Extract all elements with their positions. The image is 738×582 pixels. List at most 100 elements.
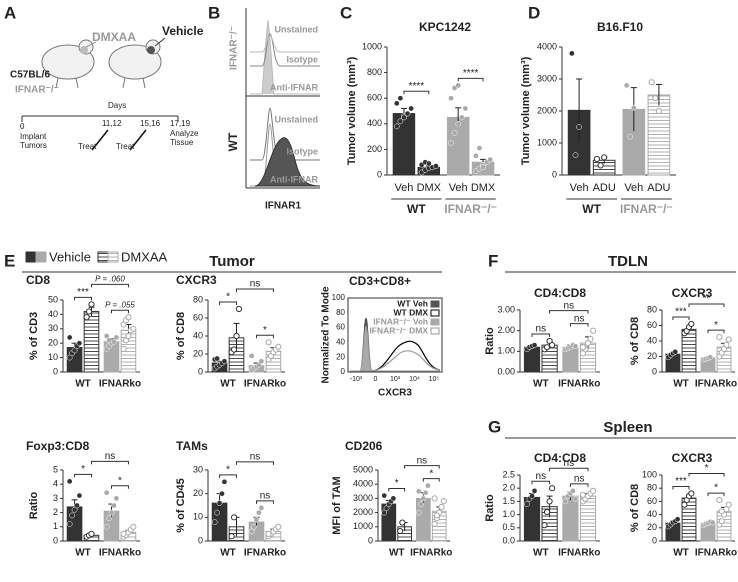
panel-label: E xyxy=(4,251,15,270)
y-tick-label: 0 xyxy=(652,535,657,545)
data-point xyxy=(120,345,127,353)
sig-label: **** xyxy=(409,81,425,92)
data-point xyxy=(113,334,120,341)
y-tick-label: 2.00 xyxy=(497,325,515,335)
y-axis-label: Tumor volume (mm³) xyxy=(346,56,358,165)
sig-bracket xyxy=(219,301,237,305)
data-point xyxy=(543,508,551,516)
y-tick-label: 3000 xyxy=(353,493,373,503)
y-tick-label: 0 xyxy=(552,169,557,179)
y-tick-label: 0 xyxy=(53,366,58,376)
y-tick-label: 60 xyxy=(336,323,345,332)
x-tick-label: 10⁵ xyxy=(429,376,440,383)
label: Vehicle xyxy=(162,24,204,38)
curve-label: Anti-IFNAR xyxy=(270,174,318,184)
data-point xyxy=(111,502,117,509)
group-label: WT xyxy=(673,548,689,559)
x-tick-label: ADU xyxy=(647,182,670,194)
y-tick-label: 100 xyxy=(642,469,657,479)
sig-bracket xyxy=(388,488,406,492)
y-axis-label: Ratio xyxy=(484,494,496,522)
histogram-curve xyxy=(250,35,320,53)
data-point xyxy=(480,164,486,171)
data-point xyxy=(103,333,110,339)
data-point xyxy=(396,527,404,535)
data-point xyxy=(648,79,655,86)
sig-label: *** xyxy=(675,476,687,487)
sig-label: P = .060 xyxy=(95,274,125,283)
y-tick-label: 2.5 xyxy=(502,469,515,479)
y-tick-label: 20 xyxy=(647,351,657,361)
x-tick-label: 0 xyxy=(374,376,378,383)
data-point xyxy=(415,488,422,495)
sig-bracket xyxy=(672,316,690,320)
label: Analyze xyxy=(170,129,199,138)
y-tick-label: 0 xyxy=(53,535,58,545)
sig-bracket xyxy=(90,460,129,465)
y-axis-label: MFI of TAM xyxy=(331,476,343,534)
label: Tumors xyxy=(20,141,47,150)
overlay-fill xyxy=(350,325,440,372)
data-point xyxy=(627,133,634,140)
curve-label: Unstained xyxy=(274,24,318,34)
sig-bracket xyxy=(235,461,274,465)
y-tick-label: 60 xyxy=(647,320,657,330)
data-point xyxy=(709,519,716,526)
legend-label: WT Veh xyxy=(397,298,428,308)
x-tick-label: Veh xyxy=(570,182,589,194)
data-point xyxy=(531,487,538,494)
group-label: IFNARko xyxy=(558,548,600,559)
sig-bracket xyxy=(457,77,484,82)
sig-bracket xyxy=(531,480,551,485)
data-point xyxy=(103,489,110,496)
data-point xyxy=(397,95,404,102)
y-tick-label: 40 xyxy=(647,335,657,345)
data-point xyxy=(130,325,137,332)
sig-bracket xyxy=(111,485,129,489)
row-label: WT xyxy=(226,132,240,151)
data-point xyxy=(569,50,575,57)
label: Tissue xyxy=(170,138,194,147)
data-point xyxy=(718,518,725,525)
label: Days xyxy=(108,101,126,110)
data-point xyxy=(221,358,228,365)
data-point xyxy=(579,491,587,498)
sig-bracket xyxy=(111,309,129,314)
y-tick-label: 2.0 xyxy=(502,483,515,493)
data-point xyxy=(589,327,597,334)
y-tick-label: 40 xyxy=(647,509,657,519)
group-label: IFNAR⁻/⁻ xyxy=(444,202,497,216)
data-point xyxy=(71,347,78,354)
data-point xyxy=(576,124,582,130)
data-point xyxy=(549,485,556,492)
mouse-leg xyxy=(142,77,146,89)
data-point xyxy=(85,308,93,315)
y-tick-label: 3 xyxy=(53,493,58,503)
axis-label: IFNAR1 xyxy=(265,201,302,212)
y-tick-label: 600 xyxy=(367,93,382,103)
data-point xyxy=(415,509,422,516)
data-point xyxy=(397,118,404,125)
y-axis-label: Ratio xyxy=(28,491,40,519)
chart-title: CD4:CD8 xyxy=(534,451,586,465)
sig-label: P = .055 xyxy=(105,300,135,309)
data-point xyxy=(265,339,272,346)
data-point xyxy=(462,105,469,112)
data-point xyxy=(589,487,597,494)
curve-label: Unstained xyxy=(274,114,318,124)
data-point xyxy=(630,104,637,111)
data-point xyxy=(219,490,225,497)
y-tick-label: 80 xyxy=(336,308,345,317)
bar-chart: B16.F10 Tumor volume (mm³) 0 1000 2000 3000 40… xyxy=(520,20,676,216)
flow-histograms: IFNAR⁻/⁻ WT Unstained Isotype Anti-IFNAR… xyxy=(226,8,321,212)
sig-bracket xyxy=(256,334,274,339)
group-label: WT xyxy=(220,548,236,559)
group-label: IFNARko xyxy=(244,548,286,559)
data-point xyxy=(455,82,462,89)
sig-bracket xyxy=(707,329,725,334)
sig-bracket xyxy=(74,473,92,478)
data-point xyxy=(531,342,538,348)
